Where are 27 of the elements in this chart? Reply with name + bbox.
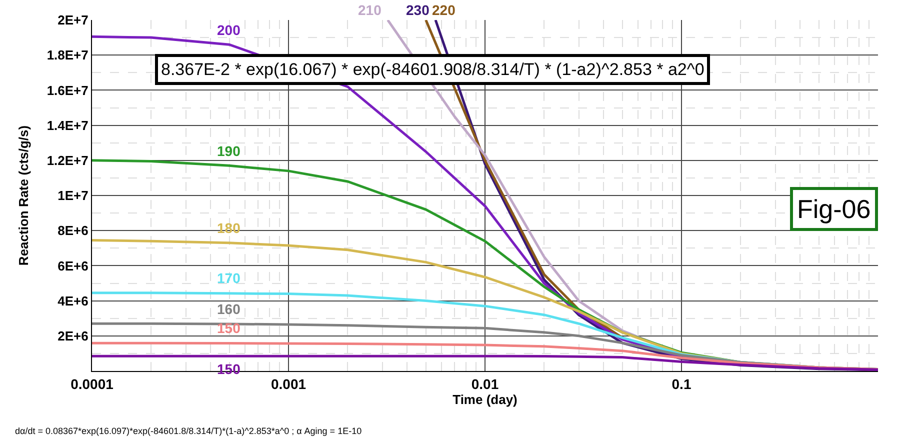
series-label: 200 — [217, 22, 241, 38]
series-label: 150 — [217, 320, 241, 336]
y-tick-label: 8E+6 — [58, 223, 88, 238]
x-axis-title: Time (day) — [452, 392, 518, 407]
series-label: 230 — [406, 2, 430, 18]
y-tick-label: 1.6E+7 — [46, 82, 88, 98]
y-tick-label: 2E+7 — [58, 12, 88, 28]
series-label: 220 — [432, 2, 456, 18]
series-label: 190 — [217, 143, 241, 159]
x-tick-label: 0.01 — [471, 376, 499, 392]
y-tick-label: 1E+7 — [58, 188, 88, 204]
y-tick-label: 1.4E+7 — [46, 118, 88, 133]
annotation: Fig-06 — [797, 194, 871, 224]
text: dα/dt = 0.08367*exp(16.097)*exp(-84601.8/8.314/T)*(1-a)^2.853*a^0 ; α Aging = 1E-10 — [15, 426, 362, 436]
series-label: 210 — [358, 2, 382, 18]
series-label: 160 — [217, 301, 241, 317]
y-tick-label: 6E+6 — [58, 258, 88, 274]
x-tick-label: 0.0001 — [70, 376, 114, 392]
y-axis-title: Reaction Rate (cts/g/s) — [16, 125, 31, 266]
y-tick-label: 2E+6 — [58, 328, 88, 344]
annotation: 8.367E-2 * exp(16.067) * exp(-84601.908/8.314/T) * (1-a2)^2.853 * a2^0 — [161, 60, 704, 79]
x-tick-label: 0.1 — [672, 376, 692, 392]
y-tick-label: 1.8E+7 — [46, 48, 88, 63]
x-tick-label: 0.001 — [270, 376, 306, 392]
y-tick-label: 1.2E+7 — [46, 152, 88, 168]
y-tick-label: 4E+6 — [58, 293, 88, 308]
series-label: 170 — [217, 270, 241, 286]
